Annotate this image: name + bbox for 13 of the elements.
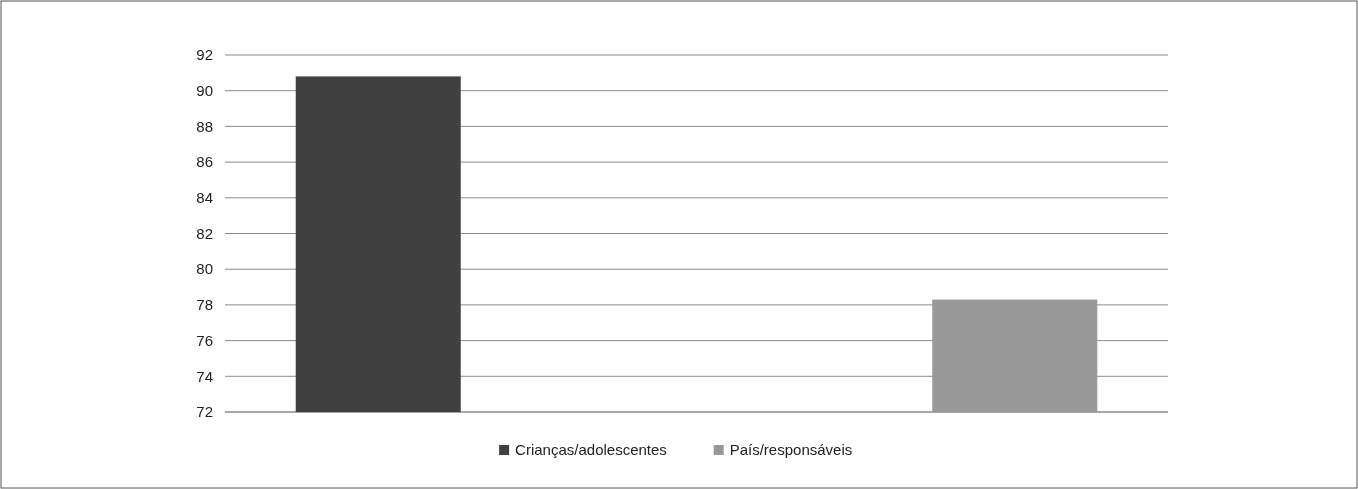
y-tick-label: 74 <box>196 367 213 385</box>
y-tick-label: 90 <box>196 81 213 99</box>
y-tick-label: 80 <box>196 260 213 278</box>
y-tick-label: 88 <box>196 117 213 135</box>
y-tick-label: 84 <box>196 189 213 207</box>
y-tick-label: 86 <box>196 153 213 171</box>
y-tick-label: 72 <box>196 403 213 421</box>
legend-label: Crianças/adolescentes <box>515 441 667 458</box>
y-tick-label: 92 <box>196 46 213 64</box>
y-tick-label: 76 <box>196 331 213 349</box>
y-tick-label: 82 <box>196 224 213 242</box>
legend-label: País/responsáveis <box>729 441 853 458</box>
y-tick-label: 78 <box>196 296 213 314</box>
